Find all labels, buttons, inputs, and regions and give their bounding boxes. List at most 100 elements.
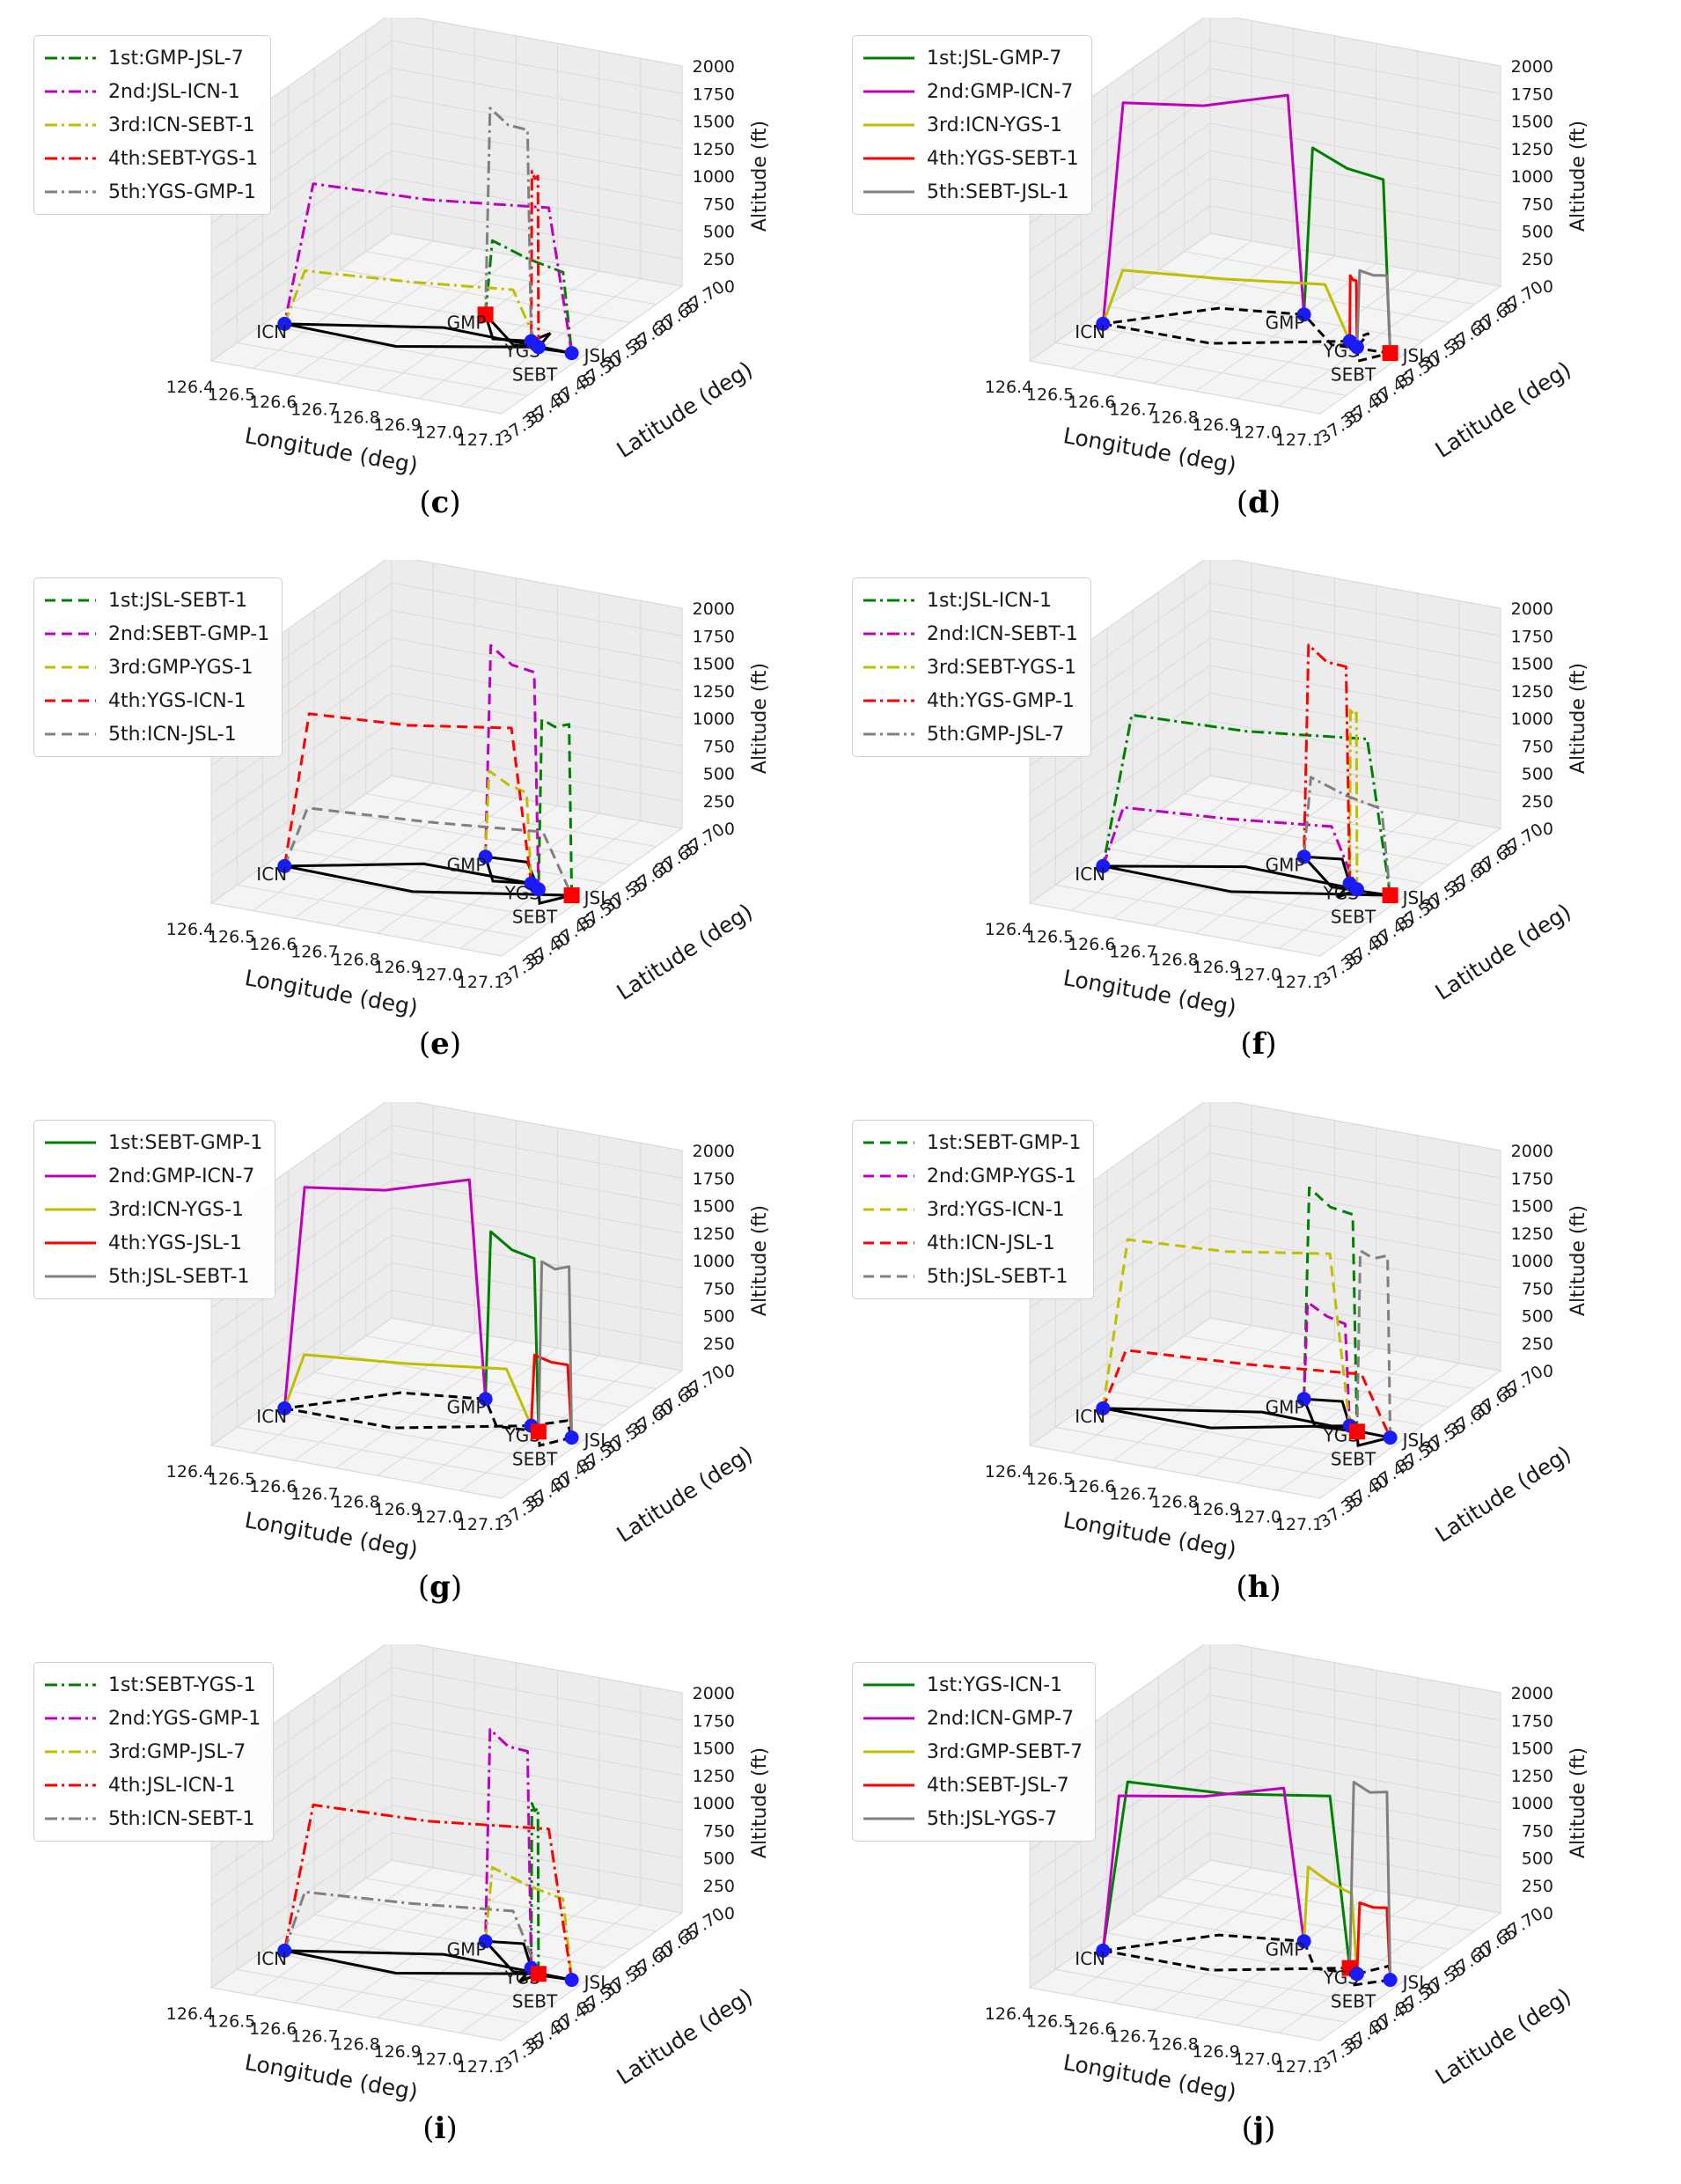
- legend-entry: 2nd:JSL-ICN-1: [43, 75, 258, 108]
- legend-label: 1st:GMP-JSL-7: [108, 47, 244, 70]
- legend-swatch: [45, 732, 96, 736]
- series-line: [1355, 1901, 1392, 1981]
- panel-label: (j): [1241, 2111, 1276, 2146]
- y-tick-label: 37.70: [678, 1904, 729, 1946]
- legend: 1st:SEBT-GMP-1 2nd:GMP-ICN-7 3rd:ICN-YGS-1…: [33, 1120, 276, 1299]
- grid-line-z: [1029, 692, 1501, 821]
- legend-swatch: [45, 1783, 96, 1787]
- legend-label: 3rd:ICN-SEBT-1: [108, 114, 255, 136]
- legend-label: 1st:JSL-SEBT-1: [108, 589, 248, 612]
- ground-track-leg: [284, 864, 572, 897]
- legend-entry: 3rd:ICN-YGS-1: [862, 108, 1079, 142]
- grid-line-z: [210, 95, 683, 224]
- grid-line-z: [1029, 1317, 1501, 1446]
- series-line: [1355, 268, 1392, 354]
- legend-entry: 1st:JSL-GMP-7: [862, 41, 1079, 75]
- z-tick-label: 1250: [1511, 682, 1553, 702]
- legend-entry: 5th:JSL-YGS-7: [862, 1802, 1083, 1835]
- legend-label: 4th:YGS-SEBT-1: [927, 147, 1079, 170]
- z-tick-label: 1750: [693, 627, 735, 646]
- legend-swatch: [45, 1241, 96, 1245]
- grid-line-z: [210, 232, 683, 362]
- series-line: [1348, 274, 1359, 348]
- z-tick-label: 750: [1522, 195, 1553, 214]
- station-marker: [564, 346, 579, 361]
- grid-line-z: [210, 775, 683, 904]
- z-tick-label: 1750: [693, 1169, 735, 1188]
- x-tick-label: 127.0: [1234, 965, 1281, 984]
- ground-track-leg: [284, 322, 539, 349]
- legend-label: 3rd:GMP-JSL-7: [108, 1740, 246, 1763]
- series-line: [283, 1803, 574, 1981]
- panel-label: (e): [418, 1026, 462, 1062]
- legend-label: 2nd:GMP-ICN-7: [108, 1165, 255, 1188]
- x-tick-label: 127.0: [415, 1507, 463, 1526]
- plot-panel-e: 126.4126.5126.6126.7126.8126.9127.0127.1…: [166, 560, 771, 1020]
- station-marker: [1096, 1943, 1111, 1958]
- legend-swatch: [45, 1275, 96, 1278]
- x-tick-label: 127.1: [457, 2057, 504, 2077]
- legend-swatch: [45, 157, 96, 160]
- legend-entry: 4th:YGS-JSL-1: [43, 1226, 262, 1260]
- ground-track-leg: [284, 1407, 532, 1430]
- x-tick-label: 126.6: [249, 393, 297, 412]
- plot-panel-i: 126.4126.5126.6126.7126.8126.9127.0127.1…: [166, 1644, 771, 2105]
- legend-entry: 4th:SEBT-YGS-1: [43, 142, 258, 175]
- x-tick-label: 126.7: [290, 2027, 338, 2047]
- z-tick-label: 0: [724, 1904, 735, 1923]
- legend-swatch: [863, 123, 914, 127]
- legend: 1st:SEBT-GMP-1 2nd:GMP-YGS-1 3rd:YGS-ICN-1…: [852, 1120, 1095, 1299]
- legend-entry: 1st:SEBT-GMP-1: [43, 1126, 262, 1159]
- legend-label: 3rd:ICN-YGS-1: [927, 114, 1063, 136]
- ground-track-leg: [1303, 856, 1391, 897]
- z-tick-label: 500: [1522, 1849, 1553, 1869]
- z-axis-label: Altitude (ft): [1567, 1205, 1589, 1316]
- z-axis-label: Altitude (ft): [749, 121, 771, 232]
- series-line: [537, 717, 574, 896]
- legend-swatch: [45, 1208, 96, 1211]
- legend-entry: 3rd:ICN-SEBT-1: [43, 108, 258, 142]
- z-tick-label: 0: [724, 820, 735, 839]
- grid-line-z: [1029, 1234, 1501, 1364]
- legend-entry: 4th:YGS-GMP-1: [862, 684, 1078, 717]
- z-tick-label: 750: [703, 737, 735, 756]
- z-tick-label: 1250: [1511, 1224, 1553, 1244]
- x-tick-label: 126.9: [1192, 2042, 1239, 2062]
- series-line: [283, 1178, 488, 1409]
- series-line: [530, 1353, 574, 1438]
- legend-label: 5th:GMP-JSL-7: [927, 723, 1065, 746]
- station-label: ICN: [256, 1948, 287, 1969]
- z-tick-label: 1250: [693, 682, 735, 702]
- ground-track: [1103, 855, 1391, 899]
- station-label: GMP: [447, 312, 487, 333]
- legend-label: 3rd:GMP-YGS-1: [108, 656, 253, 679]
- z-tick-label: 1250: [1511, 1767, 1553, 1786]
- z-tick-label: 1000: [1511, 167, 1553, 187]
- series-line: [1303, 146, 1392, 354]
- ground-track-leg: [1103, 1949, 1350, 1972]
- legend-entry: 2nd:YGS-GMP-1: [43, 1702, 261, 1735]
- x-tick-label: 126.5: [1026, 928, 1074, 947]
- legend-label: 5th:JSL-SEBT-1: [927, 1265, 1068, 1288]
- x-tick-label: 127.1: [1275, 973, 1323, 992]
- legend: 1st:YGS-ICN-1 2nd:ICN-GMP-7 3rd:GMP-SEBT-7…: [852, 1662, 1097, 1842]
- series-line: [530, 170, 540, 348]
- grid-line-z: [210, 18, 683, 142]
- legend: 1st:JSL-SEBT-1 2nd:SEBT-GMP-1 3rd:GMP-YGS-…: [33, 577, 283, 757]
- x-tick-label: 126.4: [985, 1462, 1032, 1482]
- x-tick-label: 126.7: [1109, 2027, 1156, 2047]
- z-tick-label: 2000: [1511, 599, 1553, 619]
- z-tick-label: 1750: [1511, 627, 1553, 646]
- legend-swatch: [45, 665, 96, 669]
- x-tick-label: 126.8: [1150, 2034, 1198, 2054]
- legend-label: 5th:SEBT-JSL-1: [927, 180, 1069, 203]
- y-tick-label: 37.70: [1496, 1362, 1547, 1404]
- z-tick-label: 1250: [693, 1767, 735, 1786]
- x-tick-label: 126.7: [1109, 943, 1156, 962]
- x-tick-label: 127.1: [1275, 430, 1323, 450]
- grid-line-z: [1029, 177, 1501, 306]
- ground-track-leg: [1103, 1407, 1350, 1430]
- station-marker: [277, 1401, 292, 1416]
